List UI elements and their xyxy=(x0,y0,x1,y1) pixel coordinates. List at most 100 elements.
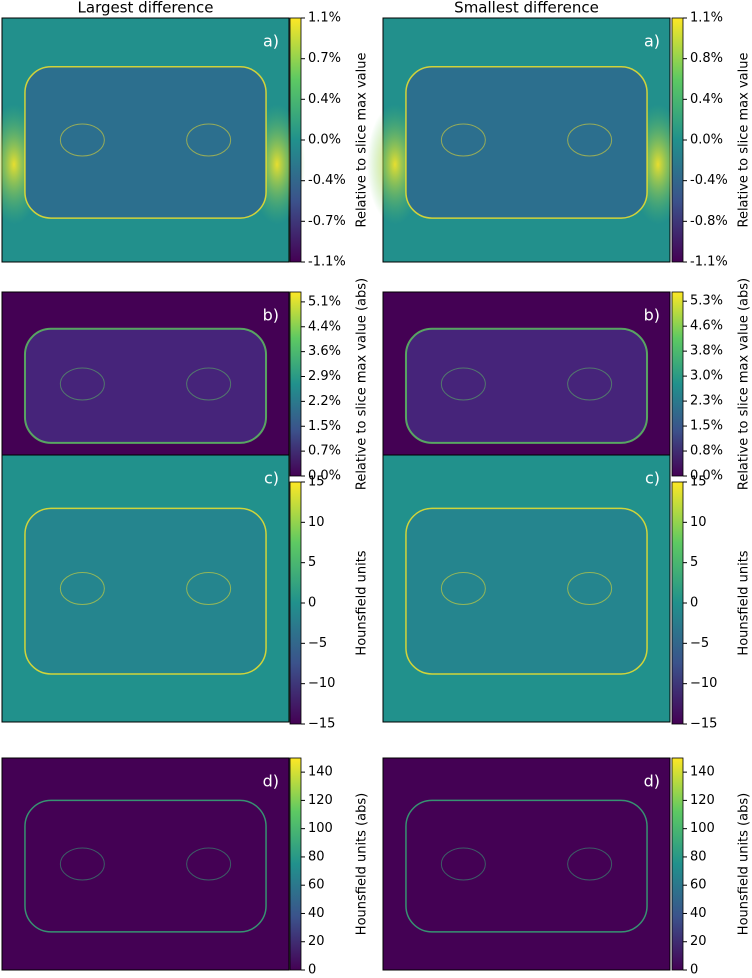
colorbar-tick-label: −5 xyxy=(308,636,327,651)
colorbar-tick-label: −5 xyxy=(690,636,709,651)
panel-label: b) xyxy=(263,306,279,325)
colorbar-tick-label: 0 xyxy=(308,596,316,611)
body-outline xyxy=(405,799,648,933)
colorbar-tick-label: 0.8% xyxy=(690,444,723,459)
colorbar xyxy=(289,757,302,971)
colorbar-tick-label: 1.1% xyxy=(690,11,723,26)
colorbar-tick-label: 140 xyxy=(690,765,715,780)
colorbar-label: Relative to slice max value xyxy=(355,53,370,228)
colorbar xyxy=(671,291,684,477)
panel-label: d) xyxy=(644,772,660,791)
colorbar-tick-label: 0 xyxy=(690,596,698,611)
colorbar-tick-label: 4.4% xyxy=(308,319,341,334)
colorbar-label: Hounsfield units xyxy=(355,550,370,655)
structure xyxy=(567,847,613,881)
structure xyxy=(567,572,613,605)
body-outline xyxy=(23,327,268,444)
colorbar-tick-label: 0.0% xyxy=(308,133,341,148)
colorbar-tick-label: 5.3% xyxy=(690,294,723,309)
panel-title: Largest difference xyxy=(78,0,214,17)
structure xyxy=(59,367,105,401)
body-outline xyxy=(405,507,648,675)
colorbar-tick-label: 0.8% xyxy=(690,51,723,66)
colorbar-label: Hounsfield units xyxy=(737,550,752,655)
colorbar-tick-label: -1.1% xyxy=(308,255,346,270)
colorbar xyxy=(671,757,684,971)
structure xyxy=(440,123,486,157)
body-outline xyxy=(404,327,649,444)
panel-label: c) xyxy=(264,469,279,488)
colorbar-tick-label: 4.6% xyxy=(690,319,723,334)
colorbar-tick-label: 140 xyxy=(308,765,333,780)
panel-label: a) xyxy=(644,32,660,51)
colorbar-tick-label: 2.9% xyxy=(308,369,341,384)
panel-label: d) xyxy=(263,772,279,791)
colorbar-tick-label: 20 xyxy=(308,934,325,949)
colorbar-tick-label: 0.4% xyxy=(690,92,723,107)
colorbar-tick-label: 15 xyxy=(308,475,325,490)
structure xyxy=(567,367,613,401)
colorbar-label: Relative to slice max value (abs) xyxy=(355,278,370,490)
colorbar xyxy=(289,481,302,725)
colorbar-tick-label: 5 xyxy=(308,555,316,570)
structure xyxy=(186,123,232,157)
colorbar-label: Relative to slice max value xyxy=(737,53,752,228)
colorbar-tick-label: 40 xyxy=(308,906,325,921)
structure xyxy=(440,572,486,605)
colorbar-tick-label: 0 xyxy=(308,963,316,978)
colorbar-tick-label: 0.0% xyxy=(690,469,723,484)
colorbar-label: Hounsfield units (abs) xyxy=(355,793,370,935)
colorbar-tick-label: 80 xyxy=(308,849,325,864)
colorbar-tick-label: 40 xyxy=(690,906,707,921)
colorbar-tick-label: 60 xyxy=(308,878,325,893)
colorbar-tick-label: 1.5% xyxy=(690,419,723,434)
colorbar-tick-label: -0.8% xyxy=(690,214,728,229)
structure xyxy=(59,847,105,881)
panel-label: b) xyxy=(644,306,660,325)
colorbar-tick-label: 10 xyxy=(690,515,707,530)
colorbar-tick-label: 1.1% xyxy=(308,11,341,26)
structure xyxy=(59,123,105,157)
colorbar-label: Relative to slice max value (abs) xyxy=(737,278,752,490)
structure xyxy=(440,847,486,881)
colorbar xyxy=(289,17,302,263)
colorbar-tick-label: 80 xyxy=(690,849,707,864)
colorbar-tick-label: 20 xyxy=(690,934,707,949)
body-outline xyxy=(24,66,267,219)
colorbar-tick-label: -0.4% xyxy=(308,173,346,188)
body-outline xyxy=(405,66,648,219)
colorbar-tick-label: -0.4% xyxy=(690,173,728,188)
colorbar-tick-label: 0.0% xyxy=(690,133,723,148)
structure xyxy=(186,572,232,605)
colorbar xyxy=(289,291,302,477)
colorbar-tick-label: 100 xyxy=(308,821,333,836)
body-outline xyxy=(24,507,267,675)
panel-label: a) xyxy=(263,32,279,51)
structure xyxy=(59,572,105,605)
colorbar-label: Hounsfield units (abs) xyxy=(737,793,752,935)
colorbar-tick-label: -0.7% xyxy=(308,214,346,229)
colorbar-tick-label: 120 xyxy=(308,793,333,808)
structure xyxy=(567,123,613,157)
colorbar-tick-label: -1.1% xyxy=(690,255,728,270)
colorbar-tick-label: 120 xyxy=(690,793,715,808)
colorbar-tick-label: 3.0% xyxy=(690,369,723,384)
colorbar-tick-label: −10 xyxy=(308,676,335,691)
colorbar-tick-label: 15 xyxy=(690,475,707,490)
colorbar-tick-label: 2.3% xyxy=(690,394,723,409)
structure xyxy=(440,367,486,401)
colorbar-tick-label: 0.4% xyxy=(308,92,341,107)
body-outline xyxy=(24,799,267,933)
structure xyxy=(186,847,232,881)
colorbar-tick-label: 0 xyxy=(690,963,698,978)
colorbar-tick-label: 100 xyxy=(690,821,715,836)
colorbar xyxy=(671,17,684,263)
colorbar-tick-label: 2.2% xyxy=(308,394,341,409)
colorbar-tick-label: 60 xyxy=(690,878,707,893)
colorbar-tick-label: −15 xyxy=(690,717,717,732)
colorbar-tick-label: 0.7% xyxy=(308,444,341,459)
colorbar-tick-label: 1.5% xyxy=(308,419,341,434)
colorbar-tick-label: −15 xyxy=(308,717,335,732)
colorbar-tick-label: 5.1% xyxy=(308,294,341,309)
